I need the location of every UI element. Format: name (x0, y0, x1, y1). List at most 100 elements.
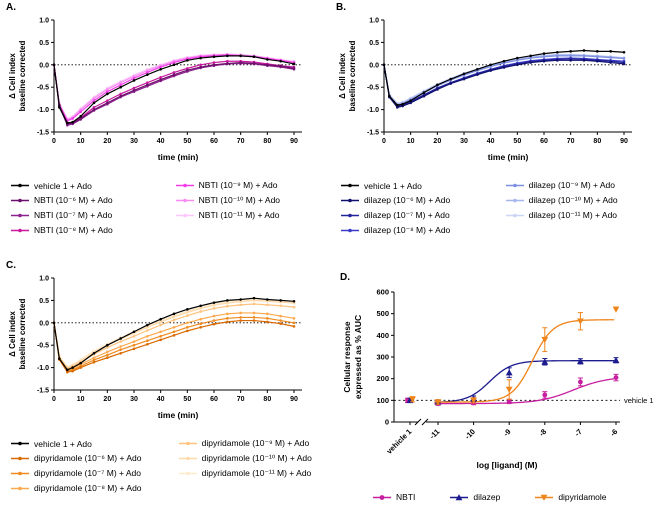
panel-c: C. -1.5 -1.0 -0.5 0.0 0.5 1.0 0 10 20 30 40 50 60 70 8… (4, 260, 334, 496)
svg-text:200: 200 (376, 374, 389, 383)
legend-label: dipyridamole (10⁻¹⁰ M) + Ado (201, 453, 312, 463)
legend-key-icon (11, 228, 29, 233)
svg-text:-0.5: -0.5 (367, 85, 379, 92)
legend-key-icon (175, 198, 194, 203)
legend-label: vehicle 1 + Ado (34, 180, 92, 191)
svg-text:100: 100 (376, 396, 389, 405)
svg-text:log [ligand] (M): log [ligand] (M) (477, 460, 538, 470)
legend-item: dilazep (10⁻⁶ M) + Ado (340, 193, 491, 208)
svg-text:-1.0: -1.0 (37, 107, 49, 114)
legend-item: dipyridamole (10⁻¹¹ M) + Ado (178, 466, 334, 481)
svg-text:0.5: 0.5 (369, 40, 379, 47)
svg-text:vehicle 1: vehicle 1 (385, 427, 414, 456)
legend-item: dipyridamole (10⁻⁶ M) + Ado (10, 451, 164, 466)
svg-text:300: 300 (376, 353, 389, 362)
legend-key-icon (178, 441, 197, 446)
svg-text:Δ Cell index: Δ Cell index (8, 53, 17, 99)
svg-text:80: 80 (593, 138, 601, 145)
legend-key-icon (11, 183, 29, 188)
svg-text:90: 90 (290, 396, 298, 403)
legend-label: dilazep (473, 492, 501, 502)
svg-text:1.0: 1.0 (39, 18, 49, 25)
legend-label: dilazep (10⁻⁸ M) + Ado (364, 225, 451, 235)
legend-key-icon (341, 198, 359, 203)
legend-key-icon (11, 456, 29, 461)
svg-text:90: 90 (290, 138, 298, 145)
svg-text:60: 60 (210, 396, 218, 403)
svg-text:Δ Cell index: Δ Cell index (8, 311, 17, 357)
legend-label: NBTI (10⁻¹⁰ M) + Ado (198, 195, 281, 205)
panel-d-legend: NBTI dilazep dipyridamole (372, 492, 658, 502)
panel-c-label: C. (6, 260, 16, 271)
svg-text:80: 80 (263, 396, 271, 403)
legend-label: NBTI (10⁻⁷ M) + Ado (34, 210, 113, 220)
svg-text:0: 0 (382, 138, 386, 145)
panel-b: B. -1.5 -1.0 -0.5 0.0 0.5 1.0 0 10 20 30 40 50 60 70 8… (334, 2, 658, 238)
svg-text:time (min): time (min) (158, 410, 199, 420)
legend-item: dipyridamole (534, 492, 607, 502)
svg-text:-11: -11 (428, 427, 442, 441)
svg-text:30: 30 (130, 396, 138, 403)
legend-item: vehicle 1 + Ado (10, 436, 164, 451)
legend-key-icon (11, 213, 29, 218)
legend-label: dipyridamole (10⁻⁶ M) + Ado (34, 453, 142, 463)
svg-text:0.5: 0.5 (39, 40, 49, 47)
svg-text:1.0: 1.0 (369, 18, 379, 25)
svg-text:0: 0 (52, 396, 56, 403)
svg-text:-1.5: -1.5 (367, 130, 379, 137)
legend-label: vehicle 1 + Ado (34, 438, 92, 449)
legend-item: dilazep (10⁻⁷ M) + Ado (340, 208, 491, 223)
legend-key-icon (11, 198, 29, 203)
legend-key-icon (535, 494, 554, 501)
svg-text:baseline corrected: baseline corrected (348, 41, 357, 112)
svg-text:-8: -8 (537, 427, 548, 438)
svg-text:20: 20 (433, 138, 441, 145)
svg-text:60: 60 (210, 138, 218, 145)
svg-text:baseline corrected: baseline corrected (18, 41, 27, 112)
svg-text:-1.0: -1.0 (367, 107, 379, 114)
svg-text:-0.5: -0.5 (37, 85, 49, 92)
svg-text:70: 70 (237, 396, 245, 403)
svg-text:-9: -9 (502, 427, 513, 438)
svg-text:-1.0: -1.0 (37, 365, 49, 372)
svg-text:-1.5: -1.5 (37, 388, 49, 395)
legend-item: dipyridamole (10⁻⁹ M) + Ado (178, 436, 334, 451)
legend-key-icon (175, 213, 194, 218)
svg-text:30: 30 (460, 138, 468, 145)
svg-text:0.0: 0.0 (39, 62, 49, 69)
svg-text:500: 500 (376, 309, 389, 318)
svg-text:Cellular response: Cellular response (342, 321, 352, 393)
svg-text:20: 20 (103, 138, 111, 145)
legend-label: dilazep (10⁻⁹ M) + Ado (528, 180, 615, 190)
svg-text:50: 50 (183, 396, 191, 403)
legend-label: NBTI (10⁻⁶ M) + Ado (34, 195, 113, 205)
svg-text:10: 10 (77, 138, 85, 145)
legend-label: dilazep (10⁻⁶ M) + Ado (364, 195, 451, 205)
legend-key-icon (11, 471, 29, 476)
svg-text:baseline corrected: baseline corrected (18, 299, 27, 370)
svg-text:10: 10 (407, 138, 415, 145)
legend-item: vehicle 1 + Ado (10, 178, 161, 193)
legend-item: NBTI (10⁻⁹ M) + Ado (175, 178, 328, 193)
svg-text:0.0: 0.0 (39, 320, 49, 327)
legend-label: NBTI (10⁻¹¹ M) + Ado (198, 210, 280, 220)
svg-text:40: 40 (157, 138, 165, 145)
legend-item: NBTI (10⁻¹¹ M) + Ado (175, 208, 328, 223)
panel-b-label: B. (336, 2, 346, 13)
svg-text:50: 50 (183, 138, 191, 145)
svg-text:70: 70 (237, 138, 245, 145)
panel-d-label: D. (340, 272, 350, 283)
panel-d: D. 0 100 200 300 400 500 600 vehicle 1 -11 -10 -9 -… (338, 272, 658, 502)
legend-label: NBTI (396, 492, 416, 502)
legend-item: NBTI (10⁻⁶ M) + Ado (10, 193, 161, 208)
legend-key-icon (175, 183, 194, 188)
panel-a: A. -1.5 -1.0 -0.5 0.0 0.5 1.0 0 10 20 30 40 50 60 70 8… (4, 2, 328, 238)
legend-label: dipyridamole (10⁻⁹ M) + Ado (201, 438, 310, 448)
svg-text:0: 0 (52, 138, 56, 145)
svg-text:-0.5: -0.5 (37, 343, 49, 350)
svg-text:1.0: 1.0 (39, 276, 49, 283)
legend-item: vehicle 1 + Ado (340, 178, 491, 193)
svg-text:-6: -6 (608, 427, 619, 438)
legend-item: NBTI (10⁻⁸ M) + Ado (10, 223, 161, 238)
svg-text:40: 40 (487, 138, 495, 145)
